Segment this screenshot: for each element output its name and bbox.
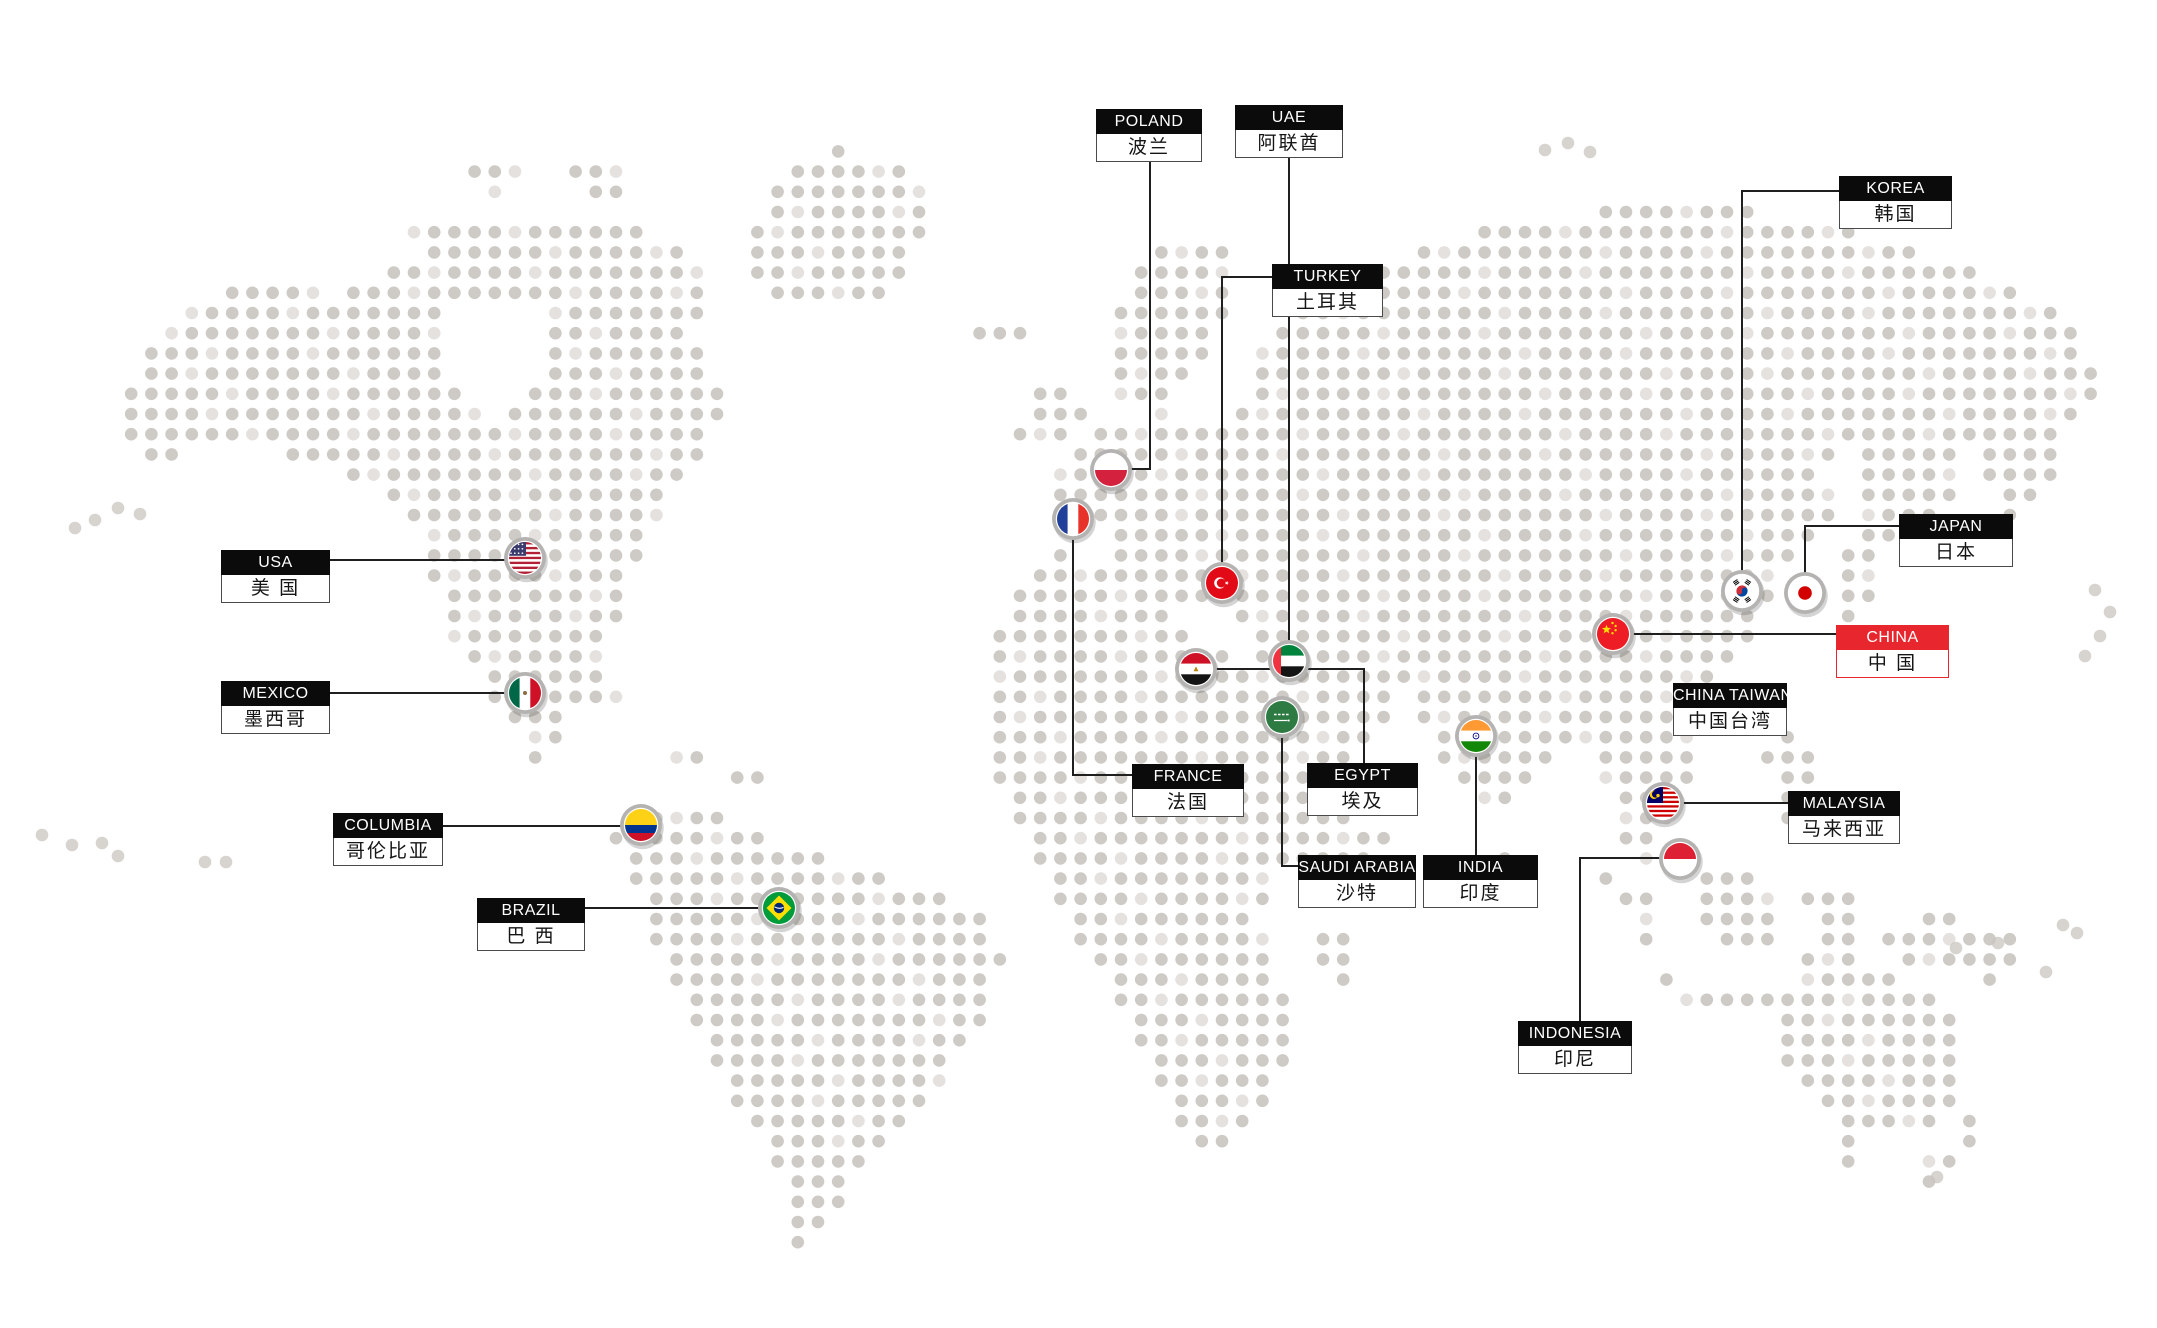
malaysia-flag-icon <box>1647 787 1679 819</box>
korea-name-cn: 韩国 <box>1839 201 1952 229</box>
china-taiwan-name-en: CHINA TAIWAN <box>1673 683 1787 708</box>
usa-flag-icon <box>509 542 541 574</box>
japan-name-cn: 日本 <box>1899 539 2013 567</box>
uae-flag-marker <box>1268 640 1312 686</box>
india-name-cn: 印度 <box>1423 880 1538 908</box>
korea-name-en: KOREA <box>1839 176 1952 201</box>
japan-flag-marker <box>1784 572 1828 618</box>
country-label-columbia: COLUMBIA 哥伦比亚 <box>333 813 443 866</box>
poland-name-en: POLAND <box>1096 109 1202 134</box>
egypt-flag-marker <box>1175 648 1219 694</box>
turkey-name-en: TURKEY <box>1272 264 1383 289</box>
country-label-japan: JAPAN 日本 <box>1899 514 2013 567</box>
country-label-india: INDIA 印度 <box>1423 855 1538 908</box>
india-flag-marker <box>1455 715 1499 761</box>
egypt-flag-icon <box>1180 653 1212 685</box>
country-label-malaysia: MALAYSIA 马来西亚 <box>1788 791 1900 844</box>
country-label-china-taiwan: CHINA TAIWAN 中国台湾 <box>1673 683 1787 736</box>
brazil-name-cn: 巴 西 <box>477 923 585 951</box>
saudi-arabia-name-en: SAUDI ARABIA <box>1298 855 1416 880</box>
country-label-uae: UAE 阿联酋 <box>1235 105 1343 158</box>
france-flag-icon <box>1057 503 1089 535</box>
malaysia-name-cn: 马来西亚 <box>1788 816 1900 844</box>
japan-name-en: JAPAN <box>1899 514 2013 539</box>
country-label-usa: USA 美 国 <box>221 550 330 603</box>
korea-connector-line <box>1741 190 1839 590</box>
china-flag-marker <box>1592 613 1636 659</box>
turkey-flag-icon <box>1206 567 1238 599</box>
mexico-flag-icon <box>509 677 541 709</box>
china-flag-icon <box>1597 618 1629 650</box>
flag-markers <box>504 449 1828 933</box>
saudi-arabia-name-cn: 沙特 <box>1298 880 1416 908</box>
turkey-connector-line <box>1221 276 1272 582</box>
indonesia-name-en: INDONESIA <box>1518 1021 1632 1046</box>
poland-name-cn: 波兰 <box>1096 134 1202 162</box>
japan-connector-line <box>1804 525 1899 592</box>
saudi-arabia-flag-marker <box>1261 696 1305 742</box>
india-flag-icon <box>1460 720 1492 752</box>
country-label-egypt: EGYPT 埃及 <box>1307 763 1418 816</box>
egypt-connector-line <box>1197 668 1365 763</box>
uae-flag-icon <box>1273 645 1305 677</box>
columbia-name-cn: 哥伦比亚 <box>333 838 443 866</box>
france-flag-marker <box>1052 498 1096 544</box>
colombia-flag-marker <box>620 804 664 850</box>
usa-flag-marker <box>504 537 548 583</box>
uae-name-en: UAE <box>1235 105 1343 130</box>
korea-flag-icon <box>1726 575 1758 607</box>
indonesia-name-cn: 印尼 <box>1518 1046 1632 1074</box>
brazil-flag-icon <box>763 892 795 924</box>
mexico-name-cn: 墨西哥 <box>221 706 330 734</box>
country-label-indonesia: INDONESIA 印尼 <box>1518 1021 1632 1074</box>
country-label-poland: POLAND 波兰 <box>1096 109 1202 162</box>
country-label-mexico: MEXICO 墨西哥 <box>221 681 330 734</box>
brazil-flag-marker <box>758 887 802 933</box>
columbia-name-en: COLUMBIA <box>333 813 443 838</box>
country-label-china: CHINA 中 国 <box>1836 625 1949 678</box>
country-label-turkey: TURKEY 土耳其 <box>1272 264 1383 317</box>
country-label-korea: KOREA 韩国 <box>1839 176 1952 229</box>
turkey-name-cn: 土耳其 <box>1272 289 1383 317</box>
india-name-en: INDIA <box>1423 855 1538 880</box>
egypt-name-en: EGYPT <box>1307 763 1418 788</box>
poland-flag-marker <box>1090 449 1134 495</box>
france-connector-line <box>1072 520 1132 776</box>
indonesia-connector-line <box>1579 857 1679 1021</box>
korea-flag-marker <box>1721 570 1765 616</box>
china-name-cn: 中 国 <box>1836 650 1949 678</box>
malaysia-name-en: MALAYSIA <box>1788 791 1900 816</box>
saudi-arabia-connector-line <box>1281 718 1298 867</box>
usa-name-en: USA <box>221 550 330 575</box>
brazil-name-en: BRAZIL <box>477 898 585 923</box>
turkey-flag-marker <box>1201 562 1245 608</box>
country-label-brazil: BRAZIL 巴 西 <box>477 898 585 951</box>
country-label-saudi-arabia: SAUDI ARABIA 沙特 <box>1298 855 1416 908</box>
colombia-flag-icon <box>625 809 657 841</box>
mexico-flag-marker <box>504 672 548 718</box>
france-name-cn: 法国 <box>1132 789 1244 817</box>
mexico-name-en: MEXICO <box>221 681 330 706</box>
france-name-en: FRANCE <box>1132 764 1244 789</box>
world-dot-map <box>35 136 2117 1249</box>
china-name-en: CHINA <box>1836 625 1949 650</box>
saudi-arabia-flag-icon <box>1266 701 1298 733</box>
country-label-france: FRANCE 法国 <box>1132 764 1244 817</box>
indonesia-flag-marker <box>1659 838 1703 884</box>
malaysia-flag-marker <box>1642 782 1686 828</box>
poland-flag-icon <box>1095 454 1127 486</box>
indonesia-flag-icon <box>1664 843 1696 875</box>
usa-name-cn: 美 国 <box>221 575 330 603</box>
egypt-name-cn: 埃及 <box>1307 788 1418 816</box>
japan-flag-icon <box>1789 577 1821 609</box>
china-taiwan-name-cn: 中国台湾 <box>1673 708 1787 736</box>
uae-name-cn: 阿联酋 <box>1235 130 1343 158</box>
